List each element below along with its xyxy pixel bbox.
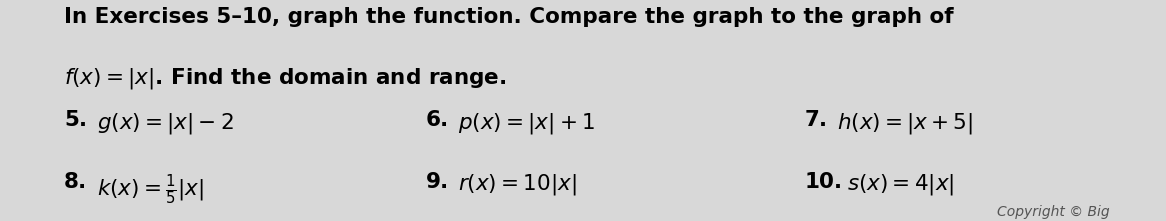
Text: 8.: 8. [64, 172, 87, 192]
Text: 9.: 9. [426, 172, 449, 192]
Text: $p(x) = |x| + 1$: $p(x) = |x| + 1$ [458, 110, 595, 135]
Text: $k(x) = \frac{1}{5}|x|$: $k(x) = \frac{1}{5}|x|$ [97, 172, 204, 207]
Text: $g(x) = |x| - 2$: $g(x) = |x| - 2$ [97, 110, 233, 135]
Text: $f(x) = |x|$. Find the domain and range.: $f(x) = |x|$. Find the domain and range. [64, 66, 507, 91]
Text: In Exercises 5–10, graph the function. Compare the graph to the graph of: In Exercises 5–10, graph the function. C… [64, 7, 954, 27]
Text: 7.: 7. [805, 110, 828, 130]
Text: $r(x) = 10|x|$: $r(x) = 10|x|$ [458, 172, 577, 197]
Text: Copyright © Big: Copyright © Big [997, 205, 1110, 219]
Text: $s(x) = 4|x|$: $s(x) = 4|x|$ [847, 172, 954, 197]
Text: 5.: 5. [64, 110, 87, 130]
Text: 10.: 10. [805, 172, 843, 192]
Text: 6.: 6. [426, 110, 449, 130]
Text: $h(x) = |x + 5|$: $h(x) = |x + 5|$ [837, 110, 974, 135]
